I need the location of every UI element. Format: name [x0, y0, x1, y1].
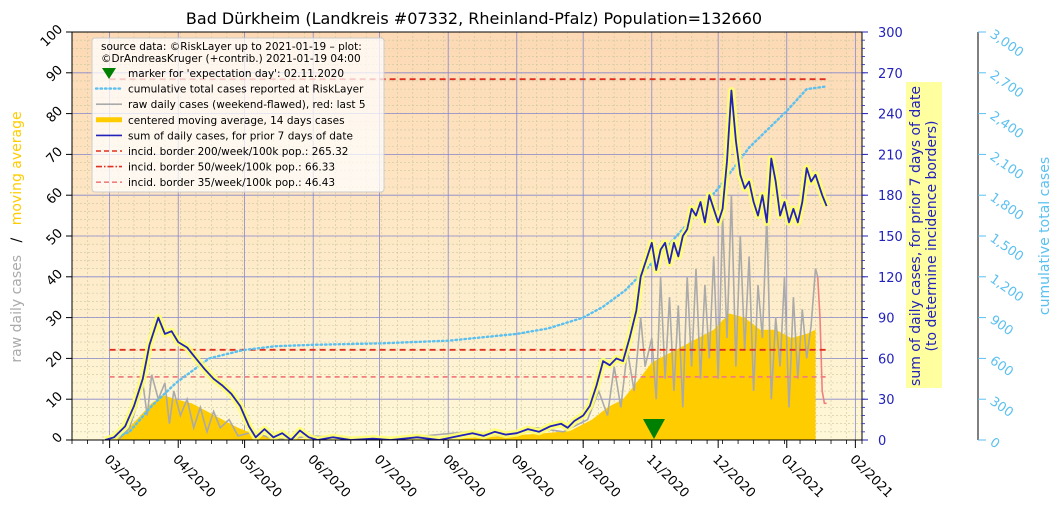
y-right2-tick-label: 3,000 — [987, 27, 1026, 61]
x-tick-label: 08/2020 — [439, 452, 488, 501]
y-right2-tick-label: 2,700 — [987, 68, 1026, 102]
y-right1-axis-label-line2: (to determine incidence borders) — [924, 121, 940, 352]
y-left-tick-label: 80 — [44, 104, 66, 126]
y-left-tick-label: 100 — [38, 22, 66, 50]
y-right2-tick-label: 2,400 — [987, 109, 1026, 143]
y-left-label-moving-average: moving average — [9, 111, 25, 225]
moving-average-area — [109, 313, 816, 440]
y-right1-tick-label: 210 — [878, 148, 903, 163]
y-left-axis-label: raw daily cases / moving average — [9, 111, 25, 362]
x-tick-label: 04/2020 — [169, 452, 218, 501]
legend-swatch-triangle — [102, 68, 116, 79]
y-right1-tick-label: 270 — [878, 67, 903, 82]
legend-entry-label: marker for 'expectation day': 02.11.2020 — [128, 68, 344, 80]
y-left-tick-label: 20 — [44, 349, 66, 371]
y-right1-tick-label: 90 — [878, 312, 895, 327]
legend-entry-label: raw daily cases (weekend-flawed), red: l… — [128, 99, 366, 111]
x-tick-label: 09/2020 — [508, 452, 557, 501]
x-tick-label: 11/2020 — [643, 452, 692, 501]
legend-entry-label: sum of daily cases, for prior 7 days of … — [128, 130, 353, 142]
legend-box — [91, 37, 385, 193]
y-right1-axis-label-line1: sum of daily cases, for prior 7 days of … — [908, 86, 924, 386]
legend-entry-label: cumulative total cases reported at RiskL… — [128, 84, 364, 96]
legend: source data: ©RiskLayer up to 2021-01-19… — [91, 37, 385, 193]
legend-entry-label: incid. border 50/week/100k pop.: 66.33 — [128, 162, 335, 174]
y-left-tick-label: 60 — [44, 185, 66, 207]
y-left-tick-label: 0 — [50, 430, 66, 446]
y-right1-tick-label: 120 — [878, 271, 903, 286]
x-tick-label: 12/2020 — [709, 452, 758, 501]
raw-daily-cases-line — [117, 195, 819, 440]
y-right2-tick-label: 1,800 — [987, 190, 1026, 224]
x-tick-label: 01/2021 — [778, 452, 827, 501]
y-right2-tick-label: 900 — [987, 313, 1016, 340]
legend-entry-label: incid. border 35/week/100k pop.: 46.43 — [128, 177, 335, 189]
y-left-label-raw: raw daily cases — [9, 255, 25, 363]
x-tick-label: 03/2020 — [101, 452, 150, 501]
y-left-tick-label: 90 — [44, 63, 66, 85]
y-right1-tick-label: 180 — [878, 189, 903, 204]
y-right1-tick-label: 150 — [878, 230, 903, 245]
legend-entry-label: incid. border 200/week/100k pop.: 265.32 — [128, 146, 348, 158]
y-right2-axis-label: cumulative total cases — [1037, 157, 1053, 315]
y-left-tick-label: 10 — [44, 389, 66, 411]
y-right2-tick-label: 1,500 — [987, 231, 1026, 265]
y-right2-tick-label: 1,200 — [987, 272, 1026, 306]
y-right2-tick-label: 600 — [987, 353, 1016, 380]
y-left-tick-label: 50 — [44, 226, 66, 248]
x-tick-label: 10/2020 — [574, 452, 623, 501]
y-right1-label-box — [906, 82, 942, 388]
legend-source-line2: ©DrAndreasKruger (+contrib.) 2021-01-19 … — [101, 53, 361, 65]
data-marks — [104, 78, 830, 440]
y-right2-tick-label: 2,100 — [987, 149, 1026, 183]
x-tick-label: 05/2020 — [236, 452, 285, 501]
y-right2-tick-label: 300 — [987, 394, 1016, 421]
legend-entry-label: centered moving average, 14 days cases — [128, 115, 345, 127]
x-tick-label: 07/2020 — [371, 452, 420, 501]
y-left-tick-label: 30 — [44, 308, 66, 330]
raw-daily-cases-last5-line — [816, 276, 827, 405]
x-tick-label: 06/2020 — [304, 452, 353, 501]
cumulative-cases-line — [108, 85, 828, 440]
y-left-tick-label: 70 — [44, 145, 66, 167]
expectation-day-marker — [642, 419, 665, 439]
chart-title: Bad Dürkheim (Landkreis #07332, Rheinlan… — [186, 9, 762, 28]
x-tick-label: 02/2021 — [847, 452, 896, 501]
y-right1-tick-label: 240 — [878, 108, 903, 123]
legend-source-line1: source data: ©RiskLayer up to 2021-01-19… — [101, 41, 362, 53]
y-right1-tick-label: 300 — [878, 26, 903, 41]
y-right1-tick-label: 60 — [878, 352, 895, 367]
y-left-tick-label: 40 — [44, 267, 66, 289]
y-right1-tick-label: 0 — [878, 434, 886, 449]
sum7-line — [104, 89, 828, 440]
y-right2-tick-label: 0 — [987, 435, 1002, 452]
y-left-label-separator: / — [9, 237, 25, 242]
y-right1-tick-label: 30 — [878, 393, 895, 408]
